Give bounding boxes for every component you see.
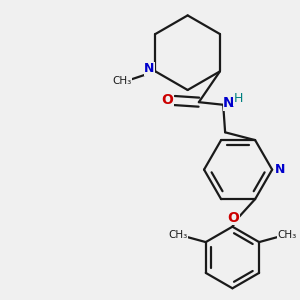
Text: CH₃: CH₃: [169, 230, 188, 240]
Text: N: N: [275, 163, 286, 176]
Text: N: N: [144, 62, 155, 75]
Text: CH₃: CH₃: [277, 230, 296, 240]
Text: N: N: [223, 96, 235, 110]
Text: CH₃: CH₃: [112, 76, 132, 86]
Text: H: H: [234, 92, 243, 105]
Text: O: O: [227, 211, 239, 225]
Text: O: O: [161, 93, 173, 107]
